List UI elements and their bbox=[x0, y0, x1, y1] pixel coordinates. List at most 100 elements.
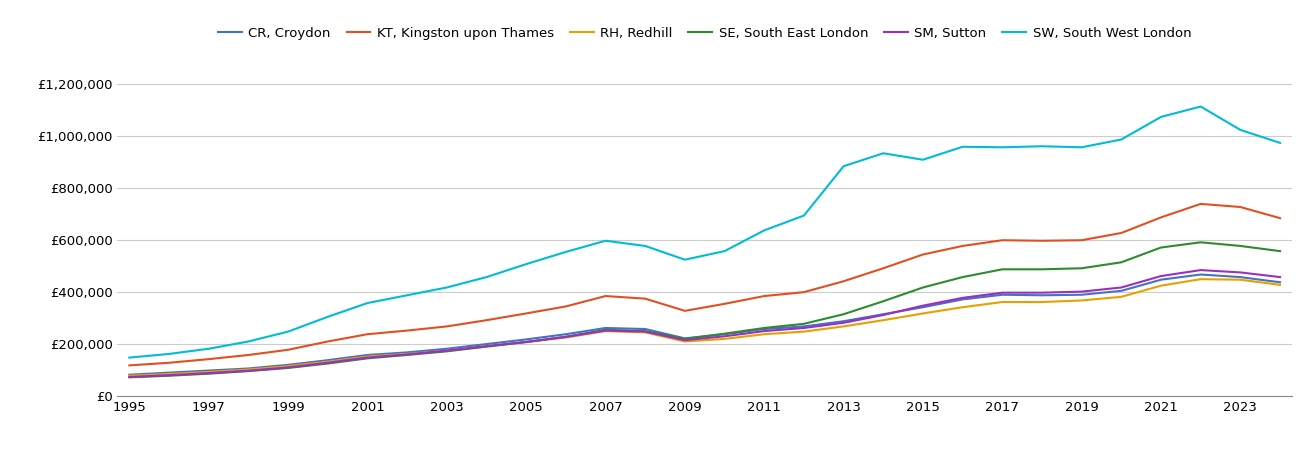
SW, South West London bbox=[201, 346, 217, 351]
SE, South East London bbox=[399, 352, 415, 358]
SM, Sutton bbox=[1074, 289, 1090, 294]
SM, Sutton bbox=[1272, 274, 1288, 280]
SM, Sutton bbox=[716, 333, 732, 339]
SE, South East London bbox=[240, 369, 256, 374]
SM, Sutton bbox=[559, 334, 574, 339]
SM, Sutton bbox=[360, 355, 376, 360]
RH, Redhill bbox=[121, 373, 137, 378]
KT, Kingston upon Thames bbox=[479, 318, 495, 323]
SM, Sutton bbox=[121, 374, 137, 380]
RH, Redhill bbox=[201, 369, 217, 374]
SM, Sutton bbox=[281, 365, 296, 370]
SE, South East London bbox=[559, 334, 574, 339]
SE, South East London bbox=[1154, 245, 1169, 250]
RH, Redhill bbox=[955, 305, 971, 310]
Line: KT, Kingston upon Thames: KT, Kingston upon Thames bbox=[129, 204, 1280, 365]
RH, Redhill bbox=[1272, 282, 1288, 288]
SE, South East London bbox=[716, 331, 732, 337]
SE, South East London bbox=[1074, 266, 1090, 271]
RH, Redhill bbox=[1074, 298, 1090, 303]
CR, Croydon bbox=[994, 292, 1010, 297]
SW, South West London bbox=[281, 329, 296, 334]
SW, South West London bbox=[1272, 140, 1288, 146]
CR, Croydon bbox=[637, 326, 652, 332]
RH, Redhill bbox=[360, 354, 376, 359]
SW, South West London bbox=[559, 249, 574, 255]
SM, Sutton bbox=[240, 368, 256, 373]
SM, Sutton bbox=[994, 290, 1010, 295]
CR, Croydon bbox=[716, 332, 732, 337]
KT, Kingston upon Thames bbox=[915, 252, 930, 257]
SM, Sutton bbox=[479, 343, 495, 349]
RH, Redhill bbox=[994, 299, 1010, 305]
RH, Redhill bbox=[598, 328, 613, 334]
SM, Sutton bbox=[677, 338, 693, 343]
CR, Croydon bbox=[757, 326, 773, 332]
CR, Croydon bbox=[201, 368, 217, 373]
SM, Sutton bbox=[162, 373, 177, 378]
KT, Kingston upon Thames bbox=[1154, 215, 1169, 220]
RH, Redhill bbox=[281, 364, 296, 369]
CR, Croydon bbox=[1232, 274, 1248, 280]
KT, Kingston upon Thames bbox=[716, 301, 732, 306]
Line: SM, Sutton: SM, Sutton bbox=[129, 270, 1280, 377]
SM, Sutton bbox=[598, 328, 613, 333]
SW, South West London bbox=[716, 248, 732, 254]
SE, South East London bbox=[281, 365, 296, 371]
KT, Kingston upon Thames bbox=[637, 296, 652, 302]
KT, Kingston upon Thames bbox=[1113, 230, 1129, 236]
KT, Kingston upon Thames bbox=[757, 293, 773, 299]
CR, Croydon bbox=[559, 332, 574, 337]
KT, Kingston upon Thames bbox=[994, 238, 1010, 243]
KT, Kingston upon Thames bbox=[876, 266, 891, 271]
SE, South East London bbox=[955, 274, 971, 280]
CR, Croydon bbox=[876, 311, 891, 317]
SM, Sutton bbox=[1193, 267, 1208, 273]
CR, Croydon bbox=[1272, 279, 1288, 285]
SM, Sutton bbox=[796, 325, 812, 331]
RH, Redhill bbox=[1113, 294, 1129, 300]
CR, Croydon bbox=[915, 305, 930, 310]
KT, Kingston upon Thames bbox=[121, 363, 137, 368]
SW, South West London bbox=[598, 238, 613, 243]
SW, South West London bbox=[637, 243, 652, 249]
CR, Croydon bbox=[320, 357, 335, 363]
CR, Croydon bbox=[360, 352, 376, 358]
SM, Sutton bbox=[637, 329, 652, 334]
KT, Kingston upon Thames bbox=[201, 356, 217, 362]
KT, Kingston upon Thames bbox=[1034, 238, 1049, 243]
RH, Redhill bbox=[716, 336, 732, 342]
KT, Kingston upon Thames bbox=[320, 339, 335, 344]
SW, South West London bbox=[1154, 114, 1169, 120]
SE, South East London bbox=[637, 328, 652, 334]
Line: SW, South West London: SW, South West London bbox=[129, 107, 1280, 358]
KT, Kingston upon Thames bbox=[1272, 216, 1288, 221]
CR, Croydon bbox=[479, 342, 495, 347]
CR, Croydon bbox=[399, 350, 415, 355]
KT, Kingston upon Thames bbox=[1074, 238, 1090, 243]
SE, South East London bbox=[757, 325, 773, 331]
SM, Sutton bbox=[201, 370, 217, 376]
SW, South West London bbox=[994, 144, 1010, 150]
CR, Croydon bbox=[162, 370, 177, 375]
KT, Kingston upon Thames bbox=[955, 243, 971, 249]
CR, Croydon bbox=[1034, 292, 1049, 298]
SM, Sutton bbox=[518, 339, 534, 345]
SE, South East London bbox=[1193, 239, 1208, 245]
KT, Kingston upon Thames bbox=[1232, 204, 1248, 210]
SW, South West London bbox=[915, 157, 930, 162]
KT, Kingston upon Thames bbox=[1193, 201, 1208, 207]
SW, South West London bbox=[955, 144, 971, 149]
SM, Sutton bbox=[320, 360, 335, 365]
RH, Redhill bbox=[1193, 276, 1208, 282]
SE, South East London bbox=[518, 339, 534, 345]
RH, Redhill bbox=[479, 343, 495, 349]
RH, Redhill bbox=[876, 318, 891, 323]
RH, Redhill bbox=[399, 351, 415, 357]
KT, Kingston upon Thames bbox=[677, 308, 693, 314]
SE, South East London bbox=[438, 349, 454, 354]
CR, Croydon bbox=[1074, 292, 1090, 297]
SW, South West London bbox=[1113, 137, 1129, 142]
SW, South West London bbox=[240, 339, 256, 344]
KT, Kingston upon Thames bbox=[598, 293, 613, 299]
